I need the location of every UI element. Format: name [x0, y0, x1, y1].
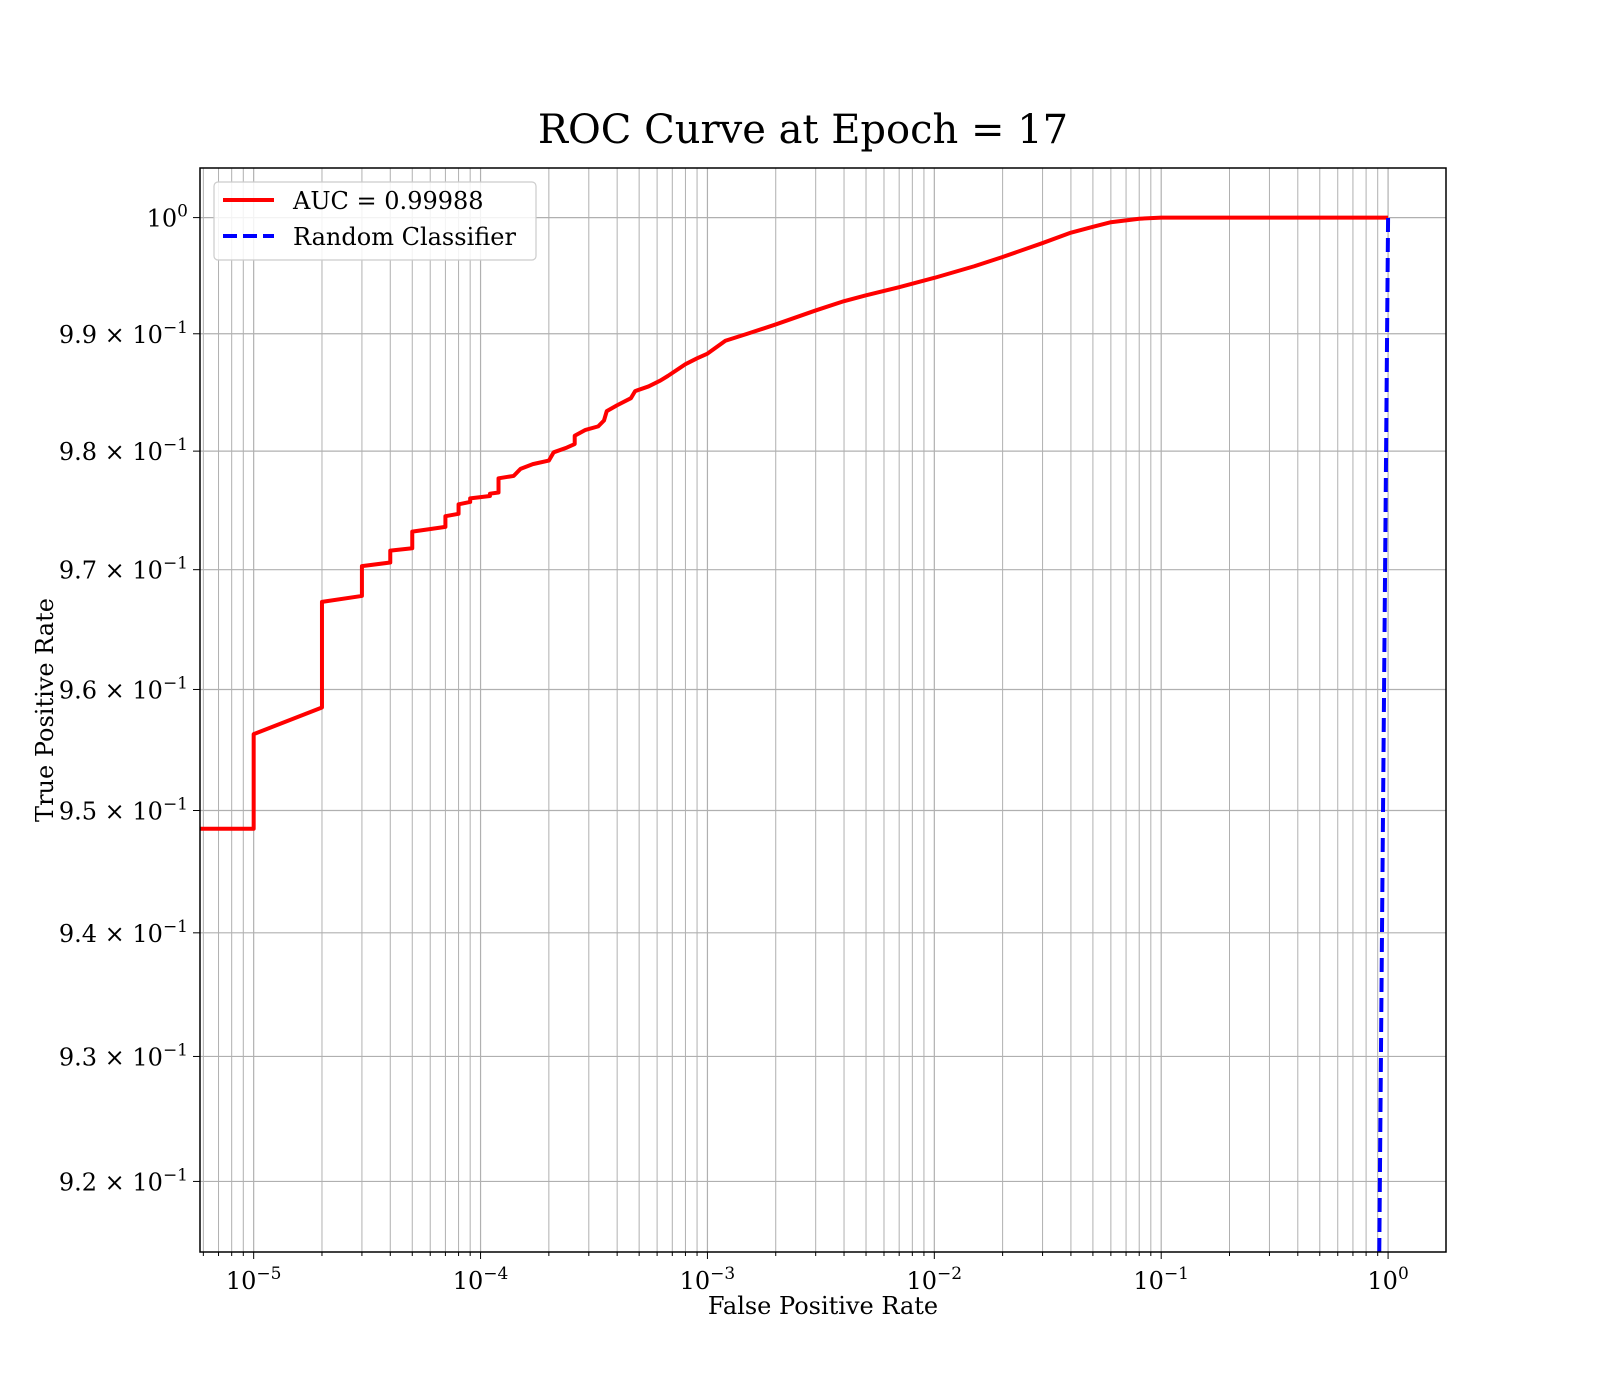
x-tick-label: 100 [1367, 1264, 1408, 1295]
legend: AUC = 0.99988 Random Classifier [213, 181, 537, 261]
x-tick-label: 10−5 [226, 1264, 282, 1295]
grid-layer [200, 168, 1446, 1252]
legend-label-random: Random Classifier [293, 223, 516, 251]
y-tick-label: 9.4 × 10−1 [59, 917, 188, 948]
tick-layer: 10−5 10−4 10−3 10−2 10−1 100 100 9.9 × 10−1 9.8 … [59, 202, 1409, 1295]
x-axis-label: False Positive Rate [708, 1292, 938, 1320]
y-tick-label: 9.7 × 10−1 [59, 554, 188, 585]
plot-area [200, 215, 1391, 1252]
plot-frame [199, 167, 1447, 1253]
y-tick-label: 9.3 × 10−1 [59, 1040, 188, 1071]
roc-curve-line [200, 215, 1389, 831]
y-tick-label: 9.2 × 10−1 [59, 1165, 188, 1196]
x-tick-label: 10−2 [907, 1264, 963, 1295]
y-axis-label: True Positive Rate [31, 598, 59, 822]
y-tick-label: 100 [147, 202, 188, 233]
y-tick-label: 9.5 × 10−1 [59, 795, 188, 826]
legend-box [213, 181, 537, 261]
chart-title: ROC Curve at Epoch = 17 [538, 107, 1068, 153]
series-layer [200, 215, 1391, 1252]
legend-label-auc: AUC = 0.99988 [292, 187, 484, 215]
x-tick-label: 10−4 [453, 1264, 509, 1295]
y-tick-label: 9.9 × 10−1 [59, 318, 188, 349]
random-classifier-line [1377, 217, 1391, 1252]
x-tick-label: 10−3 [680, 1264, 736, 1295]
x-tick-label: 10−1 [1133, 1264, 1189, 1295]
y-tick-label: 9.6 × 10−1 [59, 673, 188, 704]
y-tick-label: 9.8 × 10−1 [59, 435, 188, 466]
